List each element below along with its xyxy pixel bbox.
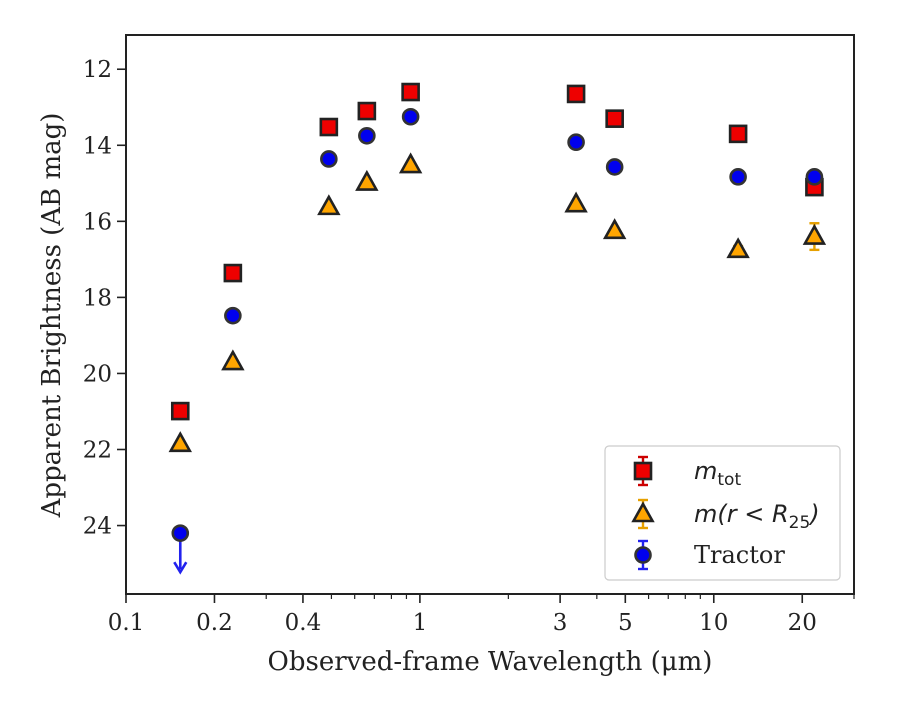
point-tractor <box>401 107 420 126</box>
legend-marker-m_tot <box>633 461 653 481</box>
point-m_r25 <box>355 169 379 191</box>
x-tick-label: 0.1 <box>108 610 145 636</box>
x-tick-label: 5 <box>618 610 633 636</box>
legend-marker-m_r25 <box>631 501 655 523</box>
point-tractor <box>805 168 824 186</box>
point-m_tot <box>319 117 339 137</box>
y-tick-label: 18 <box>83 285 112 311</box>
y-tick-label: 22 <box>83 437 112 463</box>
data-marks <box>168 82 827 575</box>
point-tractor <box>224 306 242 325</box>
point-m_r25 <box>317 194 341 216</box>
point-tractor <box>567 133 585 152</box>
y-tick-label: 24 <box>83 514 112 540</box>
point-tractor-limit-arrow-head <box>173 561 188 575</box>
legend-marker-tractor <box>634 546 652 564</box>
legend: mtot m(r < R25) Tractor <box>604 445 841 581</box>
point-m_r25 <box>168 431 192 453</box>
x-tick-label: 20 <box>788 610 817 636</box>
point-m_tot <box>170 401 190 421</box>
point-tractor <box>729 168 747 186</box>
y-tick-label: 20 <box>83 361 112 387</box>
y-axis-title: Apparent Brightness (AB mag) <box>37 113 67 519</box>
point-m_tot <box>605 109 624 128</box>
plot-frame <box>125 34 855 595</box>
x-tick-label: 0.2 <box>196 610 233 636</box>
x-tick-label: 1 <box>413 610 428 636</box>
point-m_tot <box>357 101 377 121</box>
legend-label-m-r25-main: m(r < R <box>694 500 789 528</box>
point-m_tot <box>728 124 748 144</box>
point-m_tot <box>566 84 586 104</box>
series-m_r25 <box>168 152 827 453</box>
legend-label-m-r25-rest: ) <box>808 500 819 528</box>
legend-label-tractor: Tractor <box>694 541 785 569</box>
series-tractor <box>171 107 824 575</box>
point-m_tot <box>401 82 420 102</box>
point-m_r25 <box>221 349 245 371</box>
x-tick-label: 3 <box>553 610 568 636</box>
y-tick-label: 14 <box>83 133 112 159</box>
point-m_r25 <box>564 191 588 213</box>
y-tick-label: 12 <box>83 57 112 83</box>
point-tractor <box>171 524 190 542</box>
legend-label-m-tot-main: m <box>694 457 717 485</box>
x-tick-label: 10 <box>699 610 728 636</box>
point-tractor <box>358 126 376 145</box>
point-tractor <box>320 150 338 168</box>
point-m_r25 <box>602 218 627 240</box>
point-tractor <box>605 158 624 176</box>
point-m_tot <box>223 263 243 283</box>
legend-label-m-r25: m(r < R25) <box>694 500 820 533</box>
legend-label-m-tot: mtot <box>694 457 741 490</box>
y-tick-label: 16 <box>83 209 112 235</box>
point-m_r25 <box>726 237 750 259</box>
point-m_r25 <box>802 223 827 245</box>
point-m_r25 <box>398 152 423 174</box>
legend-markers <box>631 455 655 571</box>
legend-label-m-tot-sub: tot <box>717 470 741 490</box>
legend-label-m-r25-sub: 25 <box>789 513 811 533</box>
legend-box <box>604 445 841 581</box>
x-axis-title: Observed-frame Wavelength (μm) <box>268 647 713 677</box>
axis-ticks: 0.1 0.2 0.4 1 3 5 10 20 12 14 16 18 20 22 24 <box>83 57 855 636</box>
x-tick-label: 0.4 <box>285 610 322 636</box>
